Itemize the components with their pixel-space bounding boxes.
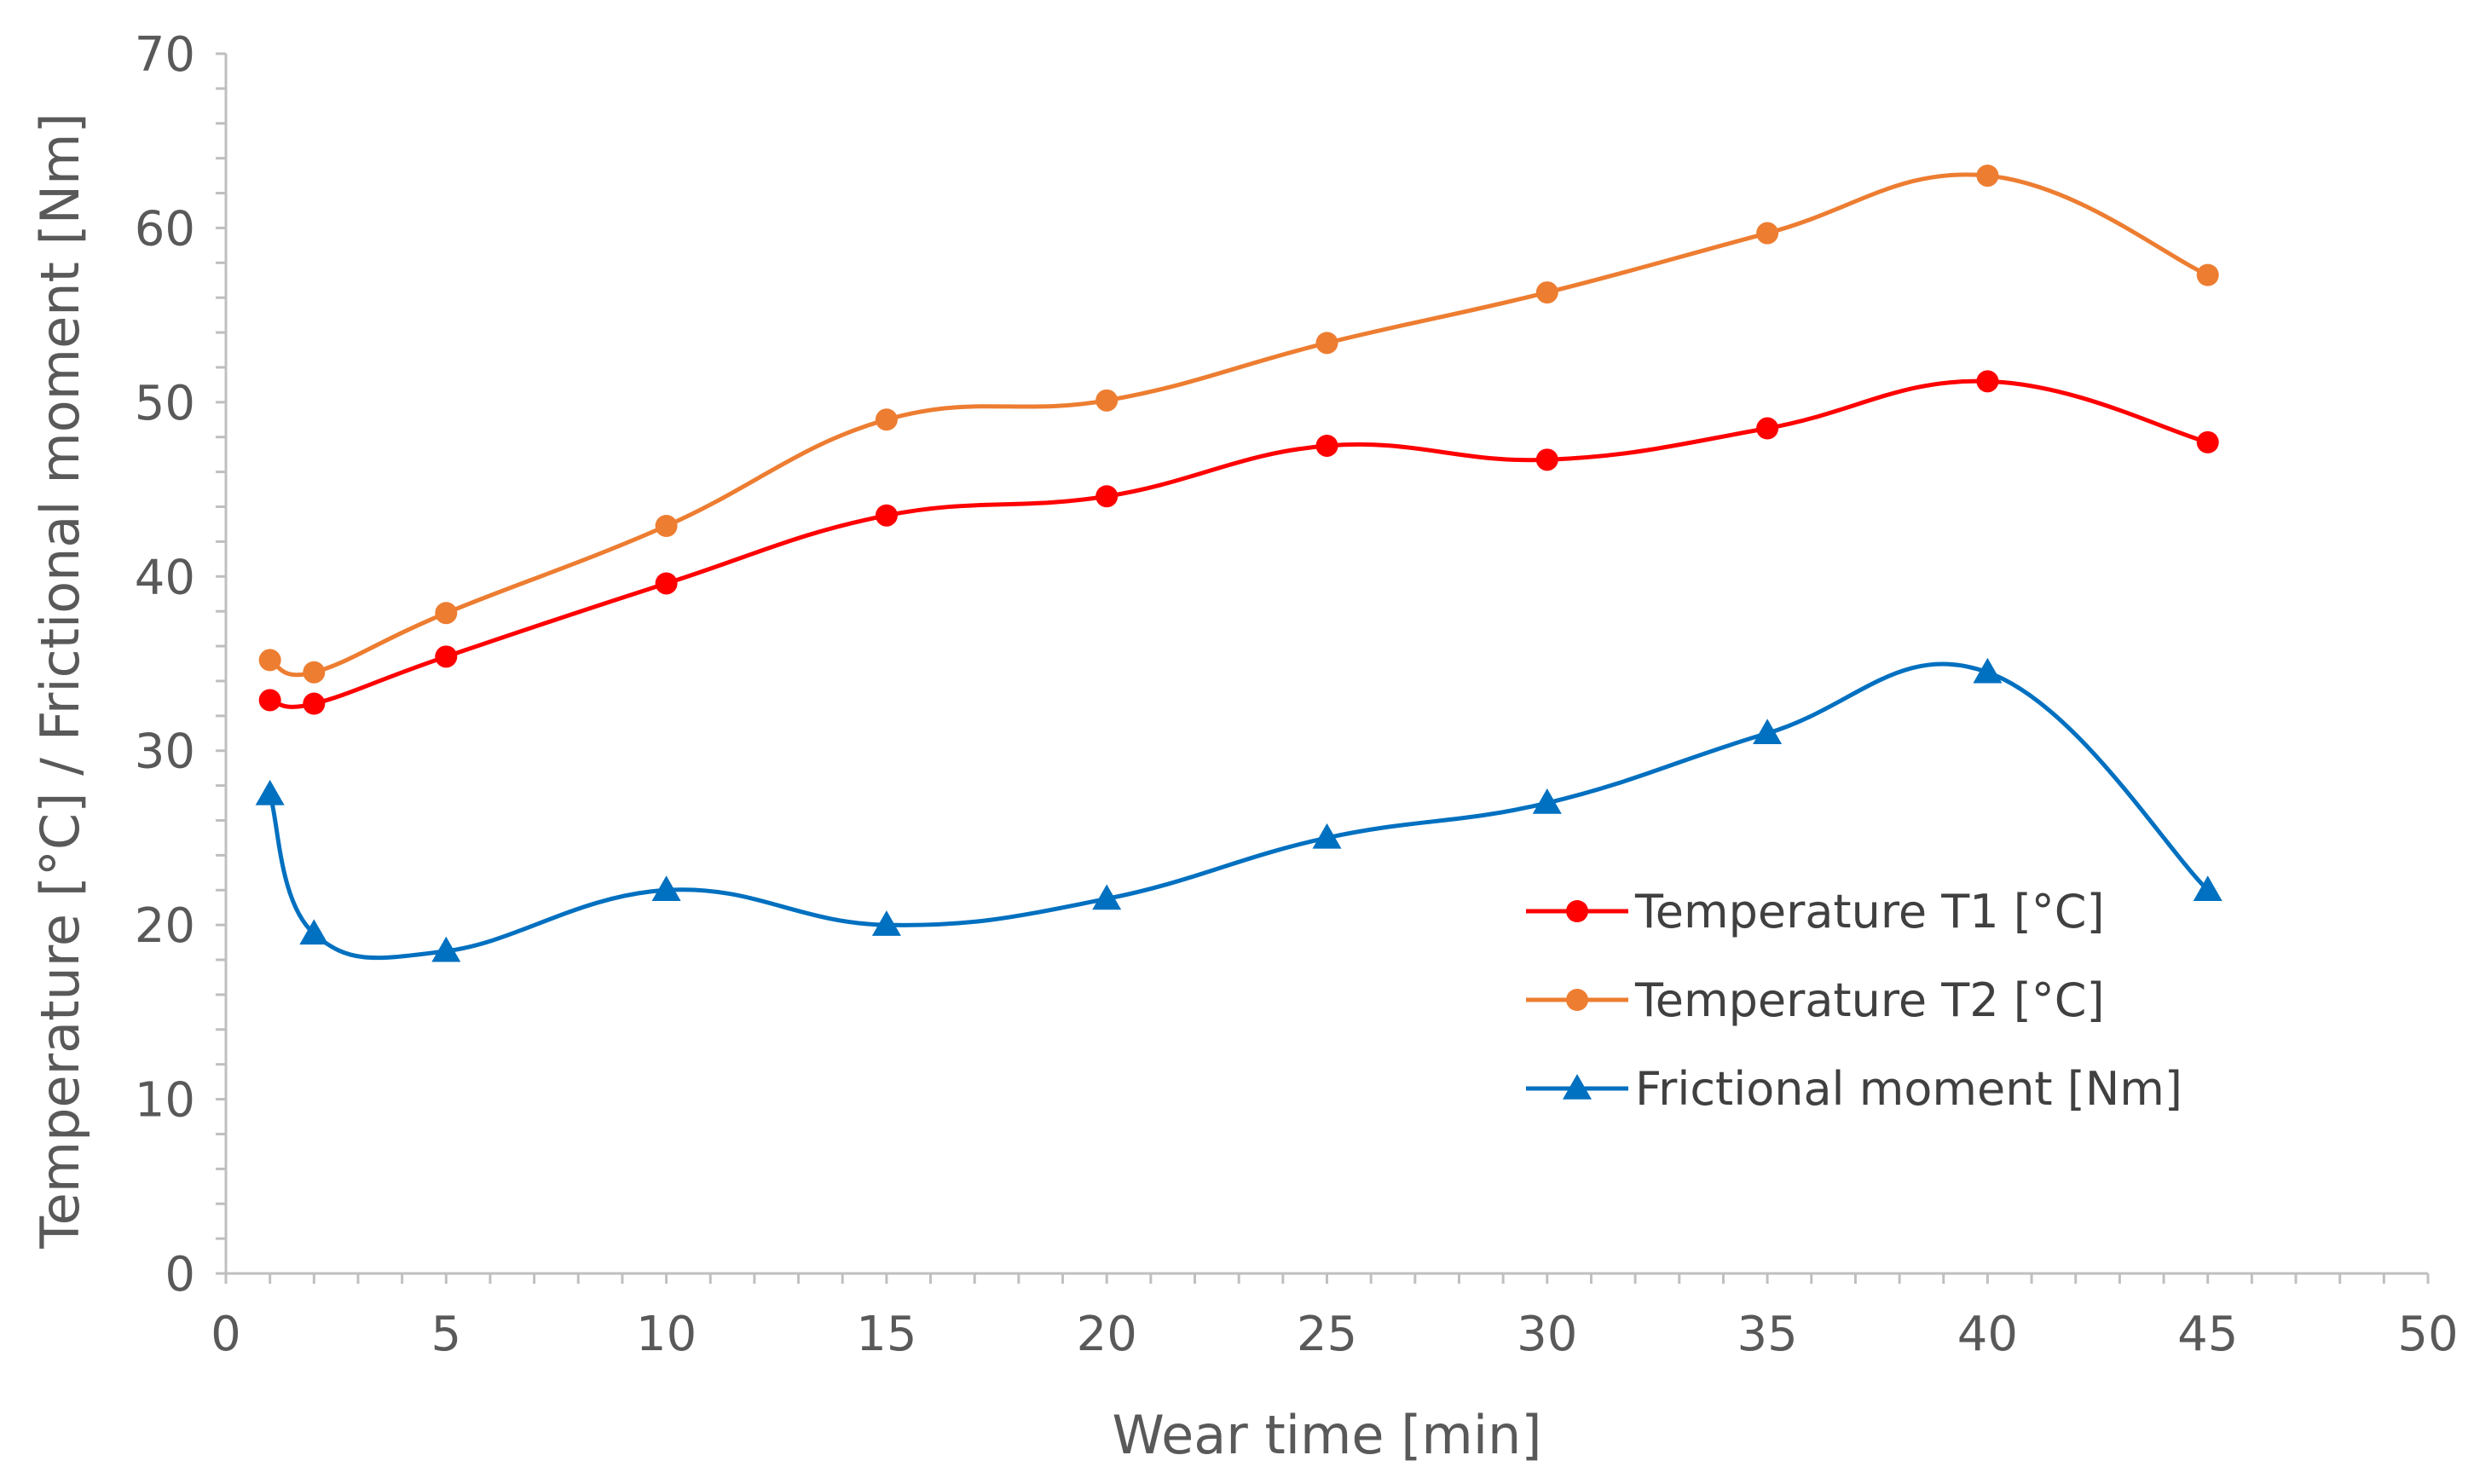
- data-point: [1753, 719, 1783, 745]
- series-line: [269, 172, 2209, 678]
- legend-label: Temperature T2 [°C]: [1634, 973, 2105, 1027]
- data-point: [2196, 263, 2219, 286]
- data-point: [1756, 417, 1779, 440]
- legend-item: Frictional moment [Nm]: [1526, 1062, 2182, 1116]
- data-point: [1535, 448, 1558, 471]
- data-point: [1312, 823, 1342, 849]
- data-point: [2193, 875, 2223, 902]
- legend-swatch-marker: [1566, 989, 1588, 1011]
- y-tick-label: 70: [135, 27, 195, 83]
- data-point: [1535, 281, 1558, 304]
- legend-swatch-marker: [1563, 1074, 1592, 1100]
- data-point: [255, 779, 285, 806]
- x-tick-label: 20: [1077, 1307, 1137, 1362]
- x-tick-label: 5: [431, 1307, 461, 1362]
- legend-item: Temperature T2 [°C]: [1526, 973, 2105, 1027]
- data-point: [1315, 434, 1338, 457]
- series-3: [255, 657, 2223, 962]
- data-point: [1976, 370, 1999, 393]
- y-tick-labels: 0 10 20 30 40 50 60 70: [135, 27, 195, 1302]
- series-layer: [255, 165, 2223, 962]
- data-point: [303, 692, 326, 715]
- data-point: [258, 649, 281, 672]
- x-tick-label: 15: [856, 1307, 916, 1362]
- y-tick-label: 50: [135, 376, 195, 431]
- series-2: [258, 165, 2219, 684]
- data-point: [1095, 485, 1119, 508]
- x-tick-label: 10: [636, 1307, 697, 1362]
- data-point: [1315, 332, 1338, 355]
- x-tick-label: 50: [2397, 1307, 2458, 1362]
- data-point: [2196, 430, 2219, 453]
- series-line: [269, 378, 2209, 709]
- y-axis-title: Temperature [°C] / Frictional moment [Nm…: [29, 113, 91, 1249]
- data-point: [435, 645, 458, 668]
- data-point: [655, 572, 678, 595]
- legend-swatch-marker: [1566, 900, 1588, 922]
- data-point: [875, 504, 898, 527]
- data-point: [1973, 657, 2003, 684]
- data-point: [1092, 884, 1122, 910]
- y-tick-label: 40: [135, 550, 195, 605]
- series-1: [258, 370, 2219, 715]
- y-tick-label: 10: [135, 1073, 195, 1129]
- legend-item: Temperature T1 [°C]: [1526, 885, 2105, 938]
- y-tick-label: 30: [135, 725, 195, 780]
- data-point: [299, 919, 329, 945]
- x-tick-label: 35: [1737, 1307, 1797, 1362]
- y-tick-label: 60: [135, 201, 195, 257]
- data-point: [431, 936, 461, 962]
- x-tick-label: 30: [1517, 1307, 1577, 1362]
- legend: Temperature T1 [°C] Temperature T2 [°C] Fr…: [1526, 885, 2182, 1116]
- data-point: [258, 689, 281, 712]
- data-point: [1532, 788, 1562, 814]
- x-tick-label: 45: [2177, 1307, 2238, 1362]
- data-point: [303, 661, 326, 684]
- x-tick-label: 25: [1297, 1307, 1357, 1362]
- x-axis-title: Wear time [min]: [1112, 1404, 1541, 1466]
- data-point: [1095, 389, 1119, 412]
- minor-ticks: [216, 52, 2430, 1284]
- data-point: [435, 602, 458, 625]
- data-point: [655, 515, 678, 538]
- y-tick-label: 20: [135, 898, 195, 954]
- x-tick-label: 40: [1957, 1307, 2018, 1362]
- data-point: [1756, 222, 1779, 245]
- legend-label: Frictional moment [Nm]: [1635, 1062, 2182, 1116]
- data-point: [1976, 165, 1999, 188]
- x-tick-labels: 0 5 10 15 20 25 30 35 40 45 50: [211, 1307, 2458, 1362]
- x-tick-label: 0: [211, 1307, 241, 1362]
- data-point: [651, 875, 681, 902]
- data-point: [875, 408, 898, 431]
- legend-label: Temperature T1 [°C]: [1634, 885, 2105, 938]
- y-tick-label: 0: [165, 1247, 195, 1302]
- data-point: [871, 910, 901, 936]
